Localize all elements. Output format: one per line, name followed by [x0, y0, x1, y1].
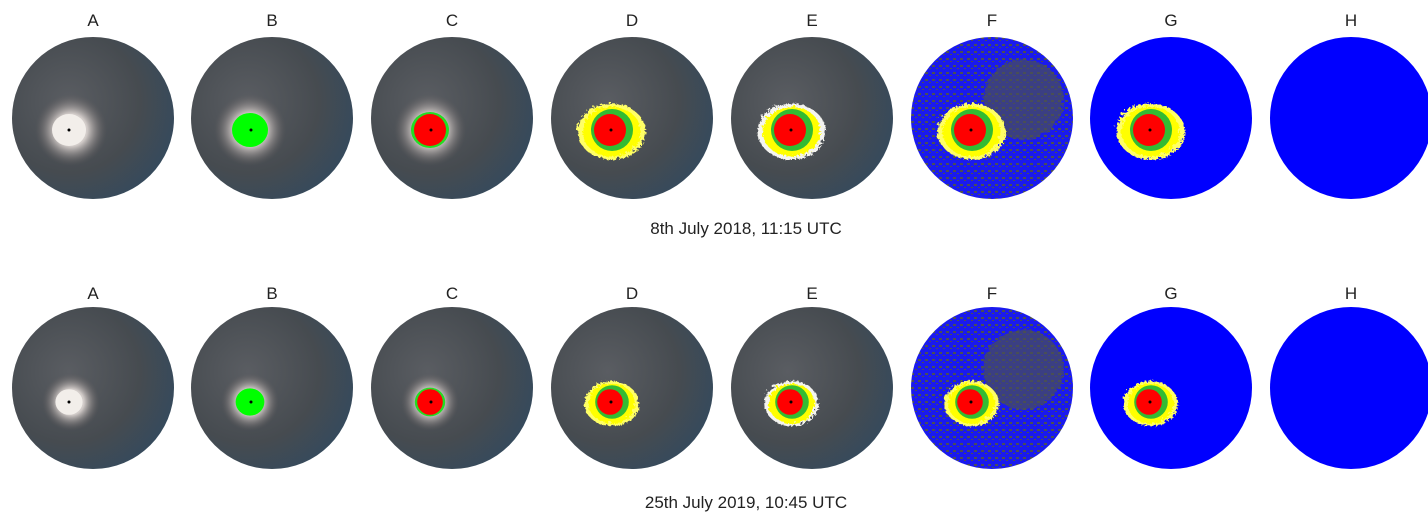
sun-center: [250, 129, 253, 132]
panel-label: A: [87, 11, 99, 30]
sun-center: [1149, 401, 1152, 404]
panel-label: D: [626, 284, 638, 303]
sun-center: [430, 401, 433, 404]
sky-disc: [731, 307, 893, 469]
sky-disc: [1270, 307, 1428, 469]
sky-image: [12, 307, 174, 469]
sun-center: [970, 129, 973, 132]
sun-center: [790, 129, 793, 132]
sky-image: [551, 307, 713, 469]
caption: 25th July 2019, 10:45 UTC: [645, 493, 847, 512]
sky-disc: [1270, 37, 1428, 199]
figure: A B C D E F G H 8th July 2018, 11:15 UTC A B C D E F G H…: [0, 0, 1428, 514]
sky-image: [551, 37, 713, 199]
sun-center: [790, 401, 793, 404]
panel-label: F: [987, 284, 997, 303]
sun-center: [610, 129, 613, 132]
panel-label: C: [446, 11, 458, 30]
sky-image: [12, 37, 174, 199]
sun-center: [250, 401, 253, 404]
sky-image: [1270, 307, 1428, 469]
sun-center: [1149, 129, 1152, 132]
panel-label: A: [87, 284, 99, 303]
sky-image: [371, 37, 533, 199]
panel-label: E: [806, 11, 817, 30]
sun-center: [430, 129, 433, 132]
panel-label: C: [446, 284, 458, 303]
sky-image: [1270, 37, 1428, 199]
sky-image: [731, 37, 893, 199]
panel-label: G: [1164, 284, 1177, 303]
panel-label: B: [266, 284, 277, 303]
sky-disc: [551, 307, 713, 469]
sky-image: [731, 307, 893, 469]
sky-disc: [1090, 307, 1252, 469]
sky-image: [911, 307, 1073, 469]
panel-label: D: [626, 11, 638, 30]
sun-center: [970, 401, 973, 404]
sky-image: [1090, 307, 1252, 469]
panel-label: H: [1345, 11, 1357, 30]
sun-center: [68, 401, 71, 404]
sky-image: [1090, 37, 1252, 199]
sky-image: [191, 307, 353, 469]
sun-center: [610, 401, 613, 404]
sky-image: [911, 37, 1073, 199]
panel-label: B: [266, 11, 277, 30]
sky-image: [191, 37, 353, 199]
panel-label: F: [987, 11, 997, 30]
caption: 8th July 2018, 11:15 UTC: [650, 219, 842, 238]
panel-label: H: [1345, 284, 1357, 303]
panel-label: G: [1164, 11, 1177, 30]
sun-center: [68, 129, 71, 132]
sky-image: [371, 307, 533, 469]
panel-label: E: [806, 284, 817, 303]
